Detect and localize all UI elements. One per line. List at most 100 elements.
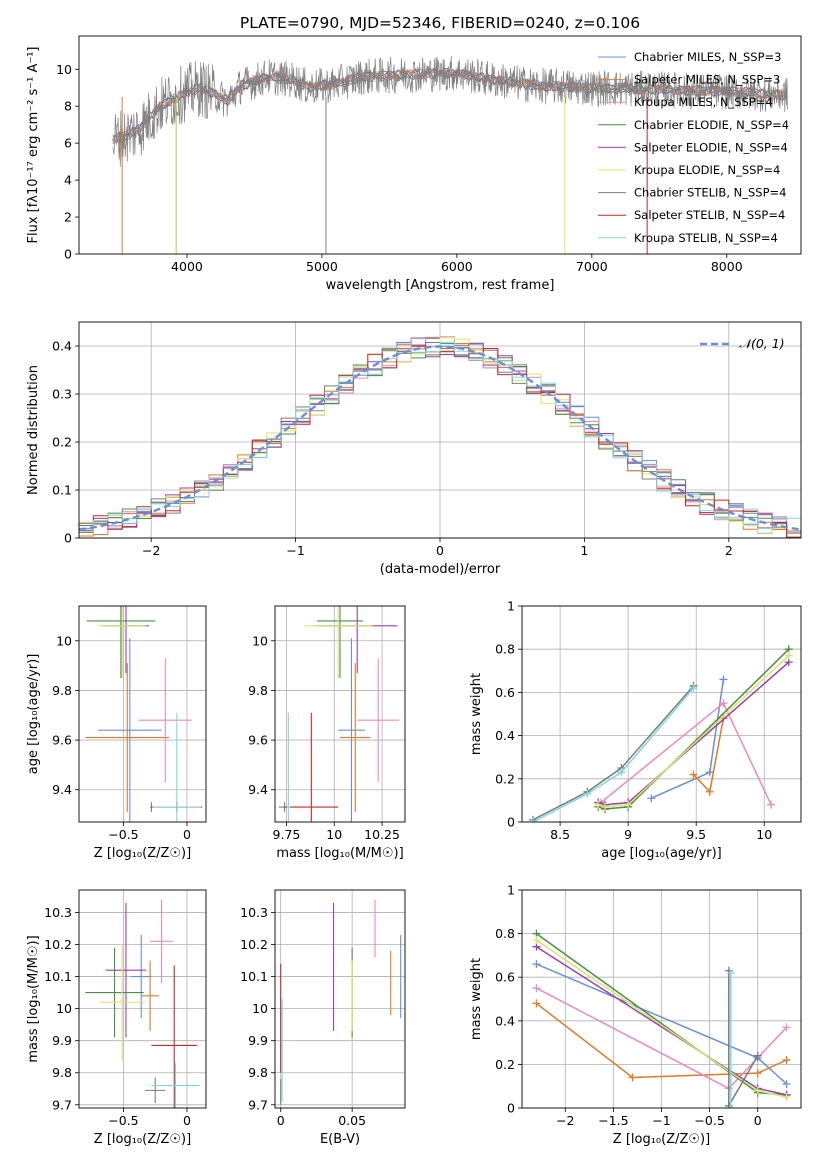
x-tick-label: 0: [277, 1113, 285, 1128]
y-tick-label: 0.3: [52, 387, 72, 402]
grid-lines: [275, 890, 405, 1108]
y-tick-label: 0.6: [495, 685, 515, 700]
panel-mass_vs_Z: −0.5 0 9.7 9.8 9.9 10 10.1 10.2 10.3 Z [log₁₀(Z/Z…: [26, 889, 207, 1147]
series-marker-miles_salpeter: [532, 999, 541, 1008]
series-marker-miles_salpeter: [628, 1073, 637, 1082]
y-tick-label: 10.1: [44, 969, 72, 984]
legend-entry: 𝒩(0, 1): [739, 336, 785, 351]
series-marker-elodie_kroupa: [784, 651, 793, 660]
series-marker-miles_chabrier: [532, 960, 541, 969]
y-tick-label: 9.4: [52, 782, 72, 797]
series-marker-miles_chabrier: [782, 1080, 791, 1089]
series-marker-miles_salpeter: [705, 787, 714, 796]
x-tick-label: 9.5: [686, 827, 706, 842]
x-axis-label: Z [log₁₀(Z/Z☉)]: [94, 846, 191, 861]
y-tick-label: 0.4: [52, 339, 72, 354]
y-tick-label: 0: [507, 815, 515, 830]
axes-frame: [78, 321, 802, 539]
x-tick-label: 7000: [576, 259, 608, 274]
series-line-elodie_salpeter: [597, 661, 790, 806]
axes-frame: [78, 889, 207, 1109]
y-axis-label: Normed distribution: [26, 365, 41, 495]
x-tick-label: 10: [756, 827, 772, 842]
axes-frame: [78, 605, 207, 823]
series-marker-miles_kroupa: [782, 1023, 791, 1032]
plot-area: [85, 899, 200, 1108]
series-marker-miles_kroupa: [767, 800, 776, 809]
series-marker-elodie_kroupa: [532, 936, 541, 945]
axes-frame: [521, 605, 802, 823]
series-marker-miles_salpeter: [782, 1056, 791, 1065]
legend-entry: Salpeter ELODIE, N_SSP=4: [634, 140, 788, 154]
y-tick-label: 0.6: [495, 970, 515, 985]
y-tick-label: 10: [252, 1001, 268, 1016]
y-tick-label: 1: [507, 883, 515, 898]
legend-entry: Salpeter STELIB, N_SSP=4: [634, 208, 785, 222]
axes-frame: [274, 889, 406, 1109]
y-tick-label: 9.9: [248, 1033, 268, 1048]
x-axis-label: E(B-V): [320, 1132, 360, 1147]
y-tick-label: 0: [64, 531, 72, 546]
x-axis-label: Z [log₁₀(Z/Z☉)]: [613, 1132, 710, 1147]
x-tick-label: 10.25: [364, 827, 400, 842]
series-marker-stelib_kroupa: [726, 968, 735, 977]
legend-entry: Chabrier STELIB, N_SSP=4: [634, 186, 786, 200]
x-tick-label: −0.5: [108, 1113, 138, 1128]
y-tick-label: 10.2: [240, 937, 268, 952]
x-axis-label: age [log₁₀(age/yr)]: [601, 846, 722, 861]
y-axis-label: mass weight: [469, 958, 484, 1040]
x-tick-label: 0: [436, 543, 444, 558]
y-tick-label: 0.1: [52, 483, 72, 498]
x-tick-label: 9.75: [273, 827, 301, 842]
series-marker-miles_chabrier: [705, 768, 714, 777]
plot-area: [528, 645, 793, 822]
grid-lines: [79, 606, 206, 822]
panel-mass_weight_vs_age: 8.5 9 9.5 10 0 0.2 0.4 0.6 0.8 1 age [log₁₀(age/yr…: [469, 599, 802, 861]
y-tick-label: 9.6: [52, 733, 72, 748]
observed-spectrum: [112, 55, 788, 167]
legend-entry: Kroupa ELODIE, N_SSP=4: [634, 163, 780, 177]
y-axis-label: age [log₁₀(age/yr)]: [26, 654, 41, 775]
legend-entry: Chabrier MILES, N_SSP=3: [634, 50, 781, 64]
y-tick-label: 8: [64, 99, 72, 114]
series-line-stelib_chabrier: [532, 685, 695, 821]
x-tick-label: 6000: [441, 259, 473, 274]
x-tick-label: 2: [725, 543, 733, 558]
histogram-elodie_kroupa: [79, 337, 801, 534]
panel-mass_vs_ebv: 0 0.05 9.7 9.8 9.9 10 10.1 10.2 10.3 E(B-V): [240, 889, 406, 1147]
x-tick-label: 1: [580, 543, 588, 558]
x-tick-label: −1: [652, 1113, 670, 1128]
x-tick-label: 5000: [306, 259, 338, 274]
y-tick-label: 10: [56, 62, 72, 77]
y-tick-label: 0.8: [495, 642, 515, 657]
x-tick-label: −0.5: [694, 1113, 724, 1128]
plot-area: [85, 606, 203, 822]
series-marker-elodie_kroupa: [753, 1086, 762, 1095]
series-marker-stelib_kroupa: [726, 1104, 735, 1108]
y-tick-label: 6: [64, 136, 72, 151]
panel-age_vs_mass: 9.75 10 10.25 9.4 9.6 9.8 10 mass [log₁₀(M/M☉)]: [248, 605, 406, 861]
y-tick-label: 4: [64, 173, 72, 188]
plot-area: [532, 929, 791, 1108]
series-line-miles_salpeter: [535, 1002, 787, 1079]
x-tick-label: −2: [556, 1113, 574, 1128]
x-tick-label: 8.5: [550, 827, 570, 842]
series-marker-miles_kroupa: [719, 699, 728, 708]
y-tick-label: 0: [64, 247, 72, 262]
legend-entry: Chabrier ELODIE, N_SSP=4: [634, 118, 789, 132]
y-tick-label: 2: [64, 210, 72, 225]
y-tick-label: 10.3: [240, 905, 268, 920]
series-marker-elodie_kroupa: [624, 800, 633, 809]
series-marker-elodie_kroupa: [601, 802, 610, 811]
series-marker-miles_kroupa: [532, 984, 541, 993]
y-tick-label: 10: [56, 633, 72, 648]
y-tick-label: 9.7: [248, 1097, 268, 1112]
x-axis-label: (data-model)/error: [380, 562, 501, 577]
legend: 𝒩(0, 1): [700, 336, 785, 351]
series-marker-miles_chabrier: [647, 794, 656, 803]
x-tick-label: 9: [624, 827, 632, 842]
x-tick-label: −2: [142, 543, 160, 558]
x-tick-label: 8000: [711, 259, 743, 274]
